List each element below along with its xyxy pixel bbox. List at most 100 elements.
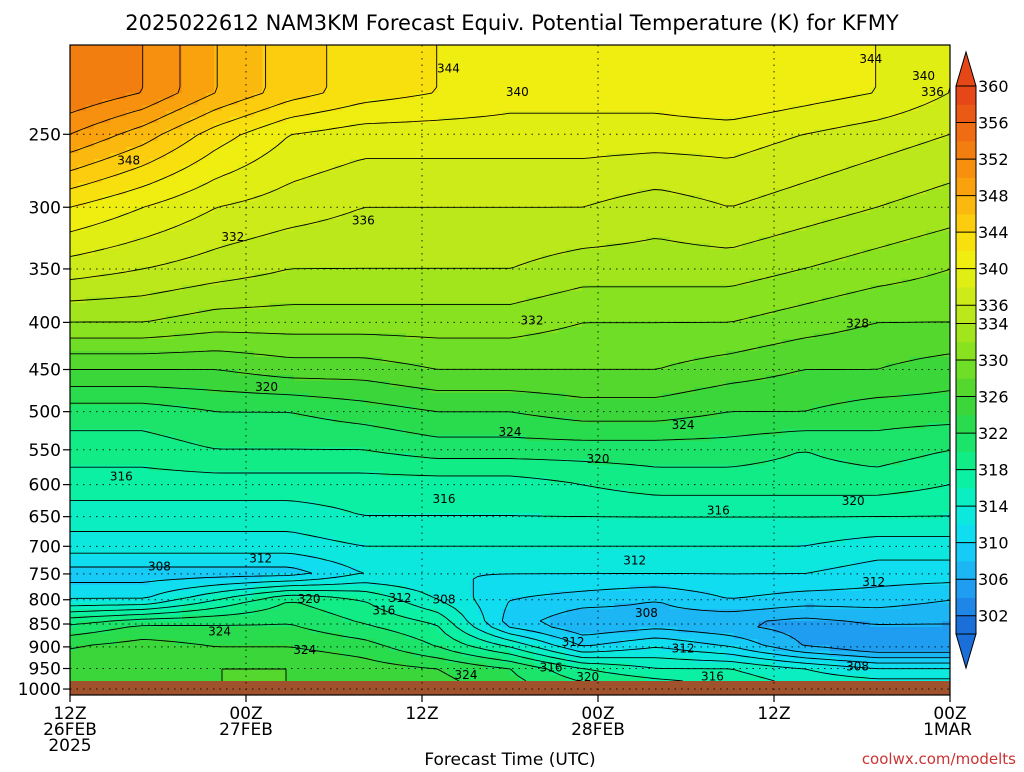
field-cell [694,189,703,196]
field-cell [174,201,183,208]
field-cell [502,273,511,280]
field-cell [326,105,335,112]
field-cell [326,69,335,76]
field-cell [710,201,719,208]
field-cell [542,291,551,298]
field-cell [422,51,431,58]
field-cell [262,267,271,274]
field-cell [182,183,191,190]
field-cell [718,51,727,58]
field-cell [238,189,247,196]
field-cell [230,309,239,316]
field-cell [726,201,735,208]
field-cell [574,201,583,208]
field-cell [470,159,479,166]
field-cell [286,237,295,244]
field-cell [854,63,863,70]
field-cell [590,213,599,220]
field-cell [190,177,199,184]
field-cell [494,135,503,142]
field-cell [134,111,143,118]
field-cell [438,249,447,256]
field-cell [862,303,871,310]
field-cell [286,69,295,76]
field-cell [918,273,927,280]
field-cell [510,291,519,298]
field-cell [382,57,391,64]
field-cell [182,129,191,136]
field-cell [166,183,175,190]
field-cell [278,285,287,292]
field-cell [822,45,831,52]
field-cell [494,147,503,154]
field-cell [374,117,383,124]
field-cell [294,315,303,322]
field-cell [198,177,207,184]
field-cell [142,177,151,184]
field-cell [494,153,503,160]
field-cell [254,165,263,172]
field-cell [558,183,567,190]
field-cell [174,237,183,244]
field-cell [590,57,599,64]
field-cell [798,105,807,112]
field-cell [358,51,367,58]
field-cell [726,123,735,130]
field-cell [278,237,287,244]
field-cell [494,273,503,280]
field-cell [766,63,775,70]
field-cell [886,231,895,238]
field-cell [358,87,367,94]
field-cell [534,87,543,94]
field-cell [230,249,239,256]
field-cell [830,225,839,232]
field-cell [654,147,663,154]
field-cell [278,57,287,64]
field-cell [526,99,535,106]
field-cell [190,147,199,154]
field-cell [382,237,391,244]
field-cell [766,117,775,124]
field-cell [550,81,559,88]
field-cell [326,117,335,124]
field-cell [582,231,591,238]
field-cell [710,267,719,274]
field-cell [366,183,375,190]
field-cell [886,51,895,58]
field-cell [582,57,591,64]
field-cell [406,147,415,154]
field-cell [318,225,327,232]
field-cell [94,159,103,166]
field-cell [758,87,767,94]
field-cell [750,261,759,268]
field-cell [750,219,759,226]
field-cell [406,201,415,208]
field-cell [574,195,583,202]
field-cell [382,231,391,238]
field-cell [822,297,831,304]
field-cell [374,153,383,160]
field-cell [742,123,751,130]
field-cell [414,279,423,286]
field-cell [278,129,287,136]
field-cell [566,129,575,136]
field-cell [494,117,503,124]
field-cell [750,51,759,58]
field-cell [678,309,687,316]
field-cell [750,303,759,310]
field-cell [910,129,919,136]
field-cell [262,171,271,178]
field-cell [214,63,223,70]
field-cell [278,81,287,88]
field-cell [398,189,407,196]
field-cell [222,267,231,274]
field-cell [854,183,863,190]
field-cell [446,57,455,64]
field-cell [918,231,927,238]
field-cell [654,189,663,196]
field-cell [398,177,407,184]
field-cell [102,195,111,202]
field-cell [110,99,119,106]
field-cell [910,159,919,166]
field-cell [206,201,215,208]
